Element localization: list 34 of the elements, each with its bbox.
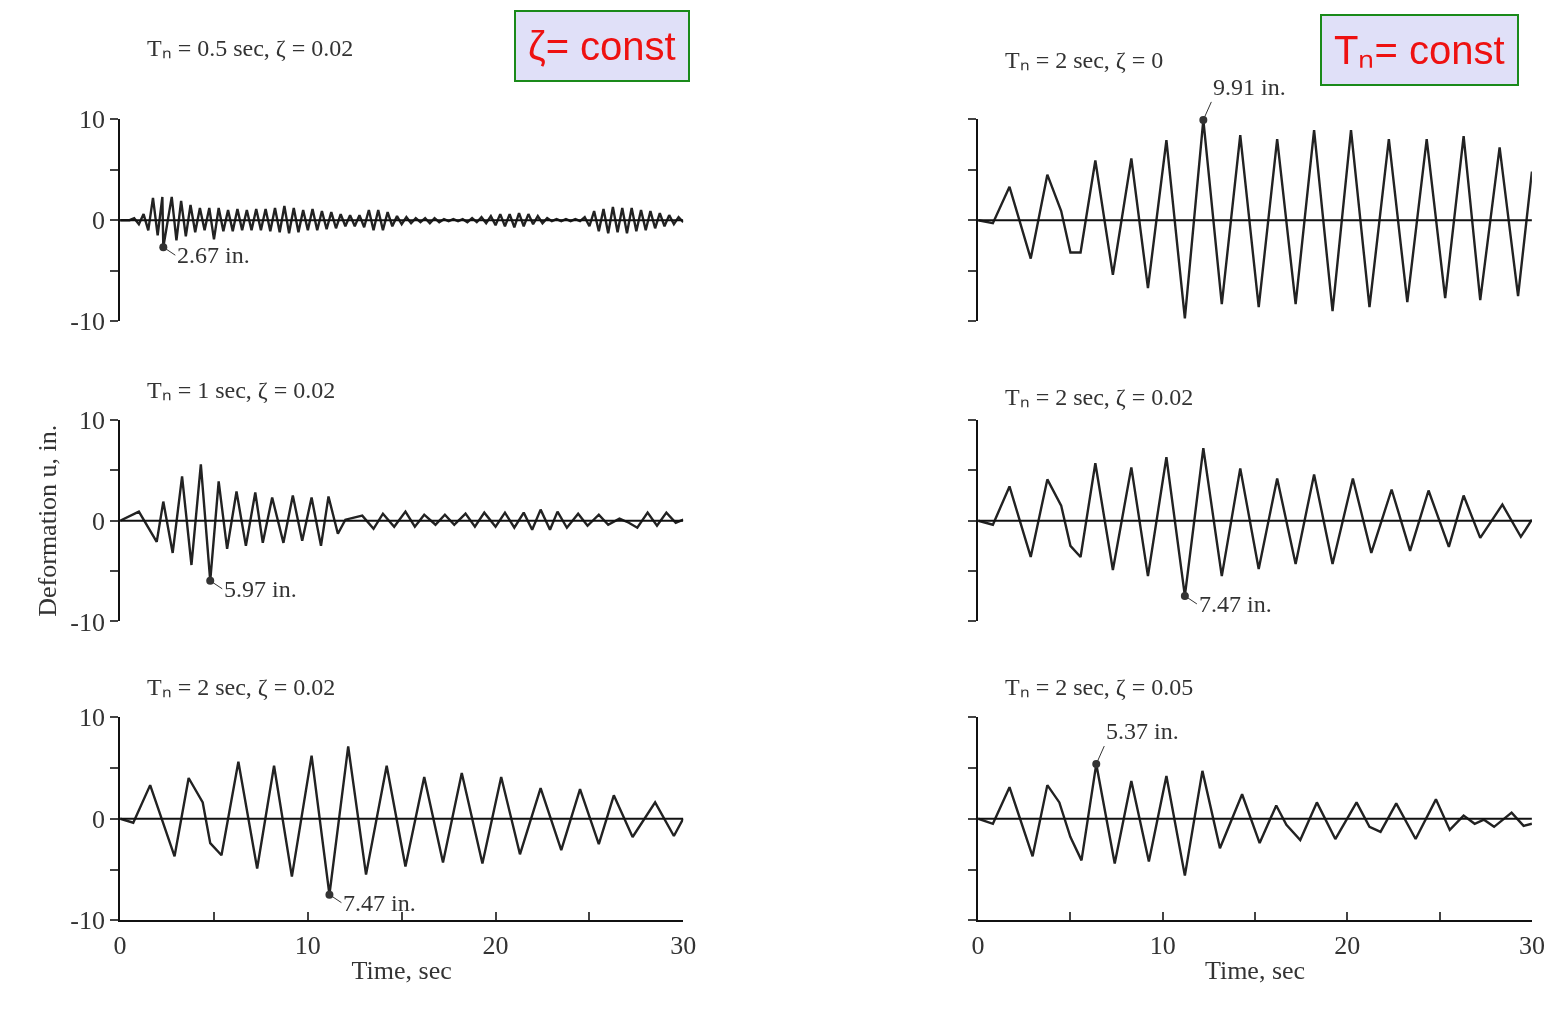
chart-title: Tₙ = 2 sec, ζ = 0.02 xyxy=(147,674,336,700)
chart-title: Tₙ = 2 sec, ζ = 0.02 xyxy=(1005,384,1194,410)
annotation: 5.97 in. xyxy=(224,576,297,602)
text: Tₙ= const xyxy=(1334,28,1505,72)
y-tick-label: 0 xyxy=(91,206,105,236)
x-tick-label: 20 xyxy=(482,930,509,960)
x-tick-label: 20 xyxy=(1334,930,1361,960)
annotation: 7.47 in. xyxy=(343,890,416,916)
y-tick-label: -10 xyxy=(70,906,105,936)
annotation: 5.37 in. xyxy=(1106,718,1179,744)
y-tick-label: 0 xyxy=(91,804,105,834)
y-tick-label: -10 xyxy=(70,307,105,337)
x-tick-label: 10 xyxy=(1149,930,1176,960)
y-tick-label: 10 xyxy=(78,703,105,733)
x-tick-label: 30 xyxy=(1518,930,1545,960)
y-axis-title: Deformation u, in. xyxy=(33,424,63,617)
x-tick-label: 0 xyxy=(113,930,127,960)
chart-title: Tₙ = 2 sec, ζ = 0.05 xyxy=(1005,674,1194,700)
chart-title: Tₙ = 1 sec, ζ = 0.02 xyxy=(147,377,336,403)
chart-title: Tₙ = 0.5 sec, ζ = 0.02 xyxy=(147,35,354,61)
annotation: 2.67 in. xyxy=(177,242,250,268)
y-tick-label: 0 xyxy=(91,506,105,536)
x-tick-label: 0 xyxy=(971,930,985,960)
text: ζ= const xyxy=(528,24,676,68)
chart-title: Tₙ = 2 sec, ζ = 0 xyxy=(1005,47,1164,73)
x-tick-label: 10 xyxy=(294,930,321,960)
y-tick-label: -10 xyxy=(70,607,105,637)
y-tick-label: 10 xyxy=(78,406,105,436)
y-tick-label: 10 xyxy=(78,105,105,135)
annotation: 9.91 in. xyxy=(1213,74,1286,100)
annotation: 7.47 in. xyxy=(1199,591,1272,617)
x-axis-title: Time, sec xyxy=(351,955,452,985)
x-tick-label: 30 xyxy=(670,930,697,960)
x-axis-title: Time, sec xyxy=(1204,955,1306,985)
